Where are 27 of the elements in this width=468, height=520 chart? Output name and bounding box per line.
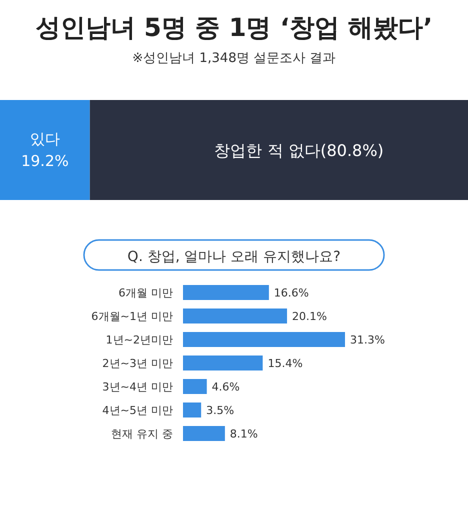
bar — [183, 308, 288, 324]
category-label: 3년~4년 미만 — [102, 380, 173, 394]
bar — [183, 356, 263, 370]
category-label: 현재 유지 중 — [111, 428, 173, 440]
category-label: 6개월~1년 미만 — [91, 310, 173, 323]
data-label: 19.2% — [21, 152, 69, 170]
bar — [183, 402, 202, 418]
category-label: 1년~2년미만 — [106, 334, 173, 346]
category-label: 2년~3년 미만 — [102, 357, 173, 370]
data-label: 3.5% — [206, 404, 234, 417]
chart-title: 성인남녀 5명 중 1명 ‘창업 해봤다’ — [35, 13, 433, 42]
series-label: 있다 — [30, 130, 60, 148]
category-label: 4년~5년 미만 — [102, 404, 173, 417]
bar — [183, 285, 269, 300]
bar — [183, 426, 225, 441]
bar — [183, 379, 207, 394]
data-label: 31.3% — [350, 334, 385, 346]
data-label: 20.1% — [292, 310, 327, 323]
bar — [183, 332, 345, 347]
data-label: 4.6% — [212, 380, 240, 394]
data-label: 16.6% — [274, 286, 309, 300]
data-label: 15.4% — [268, 357, 303, 370]
text: 창업한 적 없다(80.8%) — [214, 141, 384, 160]
chart-subtitle: ※성인남녀 1,348명 설문조사 결과 — [132, 51, 336, 66]
category-label: 6개월 미만 — [118, 286, 173, 300]
chart-title: Q. 창업, 얼마나 오래 유지했나요? — [127, 249, 341, 265]
data-label: 8.1% — [230, 428, 258, 440]
